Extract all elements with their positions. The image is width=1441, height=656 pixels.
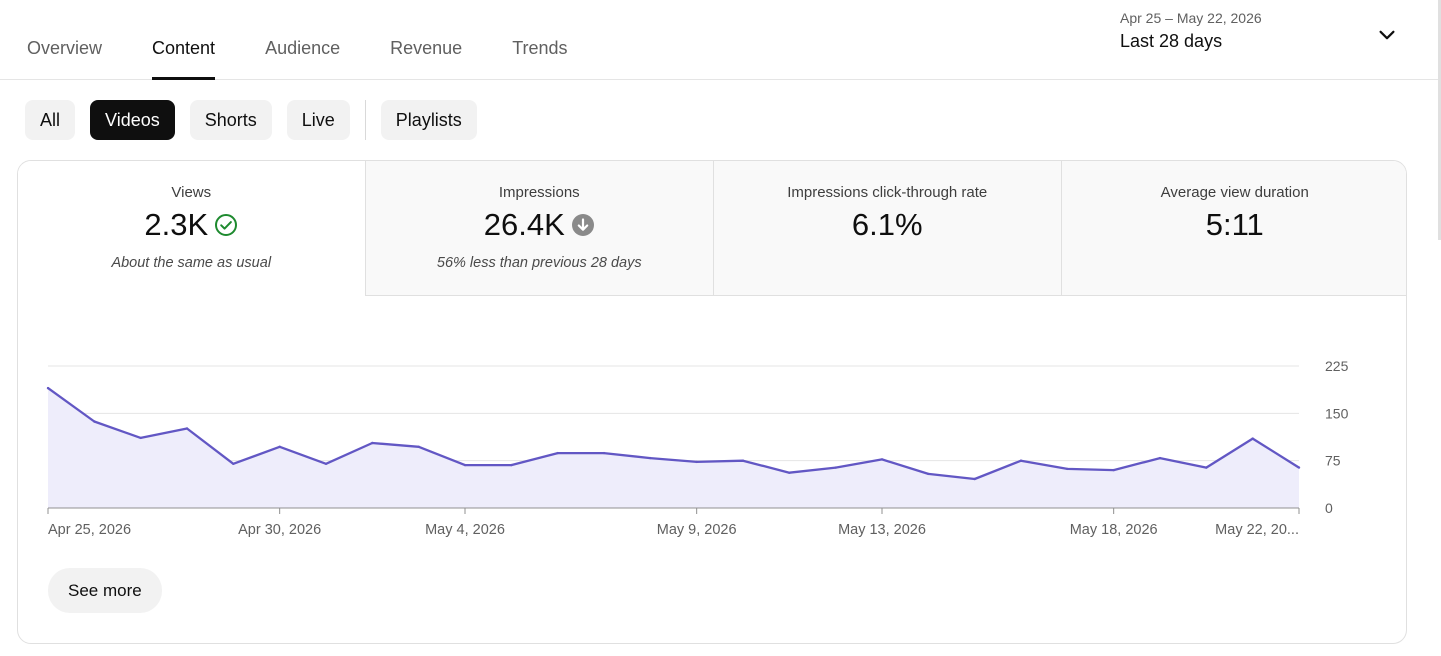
chart-point (927, 472, 930, 476)
chart-point (463, 463, 467, 467)
y-tick-label: 75 (1325, 453, 1341, 469)
chart-point (417, 445, 420, 448)
y-tick-label: 0 (1325, 500, 1333, 516)
chart-point (1251, 437, 1254, 440)
tab-audience[interactable]: Audience (265, 38, 341, 58)
metric-note: 56% less than previous 28 days (436, 255, 642, 271)
metrics-card: Views 2.3K About the same as usual Impre… (17, 160, 1407, 644)
check-circle-icon (215, 214, 238, 236)
chart-point (324, 462, 328, 465)
chart-point (556, 451, 559, 455)
top-bar: Overview Content Audience Revenue Trends… (0, 0, 1441, 80)
metric-title: Average view duration (1160, 184, 1309, 201)
chart-point (788, 471, 791, 474)
chart-point (1066, 467, 1069, 471)
chart-point (232, 462, 235, 465)
chart-point (1158, 456, 1162, 460)
y-tick-label: 225 (1325, 358, 1349, 374)
chart-point (880, 458, 884, 461)
chart-point (46, 386, 50, 390)
chart-point (510, 463, 513, 467)
chart-point (371, 441, 374, 445)
see-more-button[interactable]: See more (48, 568, 162, 613)
chart-point (93, 420, 96, 423)
chart-point (695, 460, 698, 464)
arrow-down-circle-icon (571, 214, 594, 236)
metric-tabs: Views 2.3K About the same as usual Impre… (18, 161, 1407, 296)
chart-point (185, 427, 189, 430)
metric-average-view-duration[interactable]: Average view duration 5:11 (1060, 161, 1407, 296)
metric-value: 26.4K (483, 207, 565, 242)
tab-content[interactable]: Content (152, 0, 216, 80)
metric-title: Impressions click-through rate (787, 184, 988, 201)
chip-videos[interactable]: Videos (90, 100, 175, 140)
x-tick-label: May 18, 2026 (1070, 522, 1158, 538)
chart-point (1019, 459, 1023, 462)
metric-title: Impressions (498, 184, 580, 201)
chart-point (834, 466, 837, 469)
chip-live[interactable]: Live (286, 100, 350, 140)
metric-value-row: 6.1% (714, 207, 1061, 243)
date-range-picker[interactable]: Apr 25 – May 22, 2026 Last 28 days (1120, 10, 1410, 60)
chart-point (278, 445, 281, 448)
metric-note: About the same as usual (111, 255, 272, 271)
metric-value-row: 26.4K (366, 207, 714, 243)
chart-point (1205, 466, 1208, 469)
tab-revenue[interactable]: Revenue (390, 38, 463, 58)
chip-playlists[interactable]: Playlists (380, 100, 477, 140)
chart-point (649, 456, 652, 460)
metric-views[interactable]: Views 2.3K About the same as usual (18, 161, 366, 296)
content-type-chips: All Videos Shorts Live Playlists (25, 100, 492, 140)
y-tick-label: 150 (1325, 405, 1349, 421)
x-tick-label: Apr 25, 2026 (48, 522, 131, 538)
date-range-text: Apr 25 – May 22, 2026 (1120, 10, 1262, 26)
chart-point (1112, 468, 1115, 472)
x-tick-label: May 13, 2026 (838, 522, 926, 538)
metric-title: Views (171, 184, 212, 201)
metric-value: 6.1% (851, 207, 923, 242)
chart-point (602, 451, 606, 455)
metric-impressions[interactable]: Impressions 26.4K 56% less than previous… (365, 161, 714, 296)
chart-point (1297, 466, 1301, 469)
x-tick-label: Apr 30, 2026 (238, 522, 321, 538)
chart-point (973, 477, 976, 481)
metric-value: 5:11 (1205, 207, 1264, 242)
date-range-label: Last 28 days (1120, 31, 1223, 51)
chart-area (48, 388, 1299, 508)
x-tick-label: May 9, 2026 (657, 522, 737, 538)
chevron-down-icon[interactable] (1376, 24, 1398, 46)
analytics-tabs: Overview Content Audience Revenue Trends (27, 0, 618, 80)
x-tick-label: May 4, 2026 (425, 522, 505, 538)
metric-ctr[interactable]: Impressions click-through rate 6.1% (713, 161, 1061, 296)
metric-value-row: 2.3K (18, 207, 365, 243)
chip-shorts[interactable]: Shorts (189, 100, 272, 140)
metric-value: 2.3K (144, 207, 209, 242)
chart-point (741, 459, 745, 462)
tab-trends[interactable]: Trends (512, 38, 568, 58)
tab-overview[interactable]: Overview (27, 38, 103, 58)
chip-all[interactable]: All (25, 100, 76, 140)
x-tick-label: May 22, 20... (1215, 522, 1299, 538)
chart-series-line (47, 387, 1300, 481)
metric-value-row: 5:11 (1062, 207, 1407, 243)
chart-point (139, 436, 142, 440)
views-chart[interactable]: 225 150 75 0 Apr 25, 2026 Apr 30, 2026 May 4, … (18, 296, 1407, 556)
chip-divider (364, 100, 366, 140)
scrollbar[interactable] (1438, 0, 1441, 240)
